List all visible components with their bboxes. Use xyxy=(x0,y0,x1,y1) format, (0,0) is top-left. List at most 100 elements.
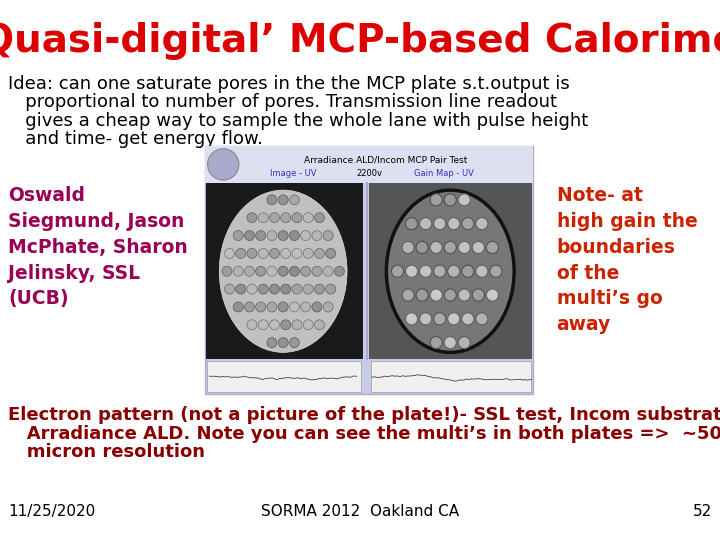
Bar xyxy=(206,183,363,360)
Circle shape xyxy=(245,231,254,240)
Text: 11/25/2020: 11/25/2020 xyxy=(8,504,95,519)
Bar xyxy=(207,361,361,392)
Circle shape xyxy=(458,194,470,206)
Circle shape xyxy=(430,336,442,349)
Circle shape xyxy=(448,218,460,230)
Circle shape xyxy=(289,338,300,348)
Circle shape xyxy=(278,266,288,276)
Circle shape xyxy=(233,266,243,276)
Circle shape xyxy=(312,231,322,240)
Circle shape xyxy=(292,284,302,294)
Circle shape xyxy=(267,302,277,312)
Circle shape xyxy=(402,289,414,301)
Circle shape xyxy=(458,241,470,253)
Circle shape xyxy=(269,320,279,330)
Circle shape xyxy=(315,248,325,258)
Circle shape xyxy=(420,265,432,278)
Circle shape xyxy=(281,284,291,294)
Circle shape xyxy=(476,313,488,325)
Circle shape xyxy=(256,231,266,240)
Circle shape xyxy=(312,302,322,312)
Circle shape xyxy=(433,265,446,278)
Text: Image - UV: Image - UV xyxy=(271,169,317,178)
Circle shape xyxy=(323,231,333,240)
Circle shape xyxy=(462,313,474,325)
Circle shape xyxy=(430,289,442,301)
Circle shape xyxy=(303,320,313,330)
Circle shape xyxy=(476,265,488,278)
Text: gives a cheap way to sample the whole lane with pulse height: gives a cheap way to sample the whole la… xyxy=(8,112,588,130)
Circle shape xyxy=(444,194,456,206)
Circle shape xyxy=(448,265,460,278)
Circle shape xyxy=(267,231,277,240)
Text: Idea: can one saturate pores in the the MCP plate s.t.output is: Idea: can one saturate pores in the the … xyxy=(8,75,570,92)
Bar xyxy=(369,183,533,360)
Circle shape xyxy=(392,265,404,278)
Circle shape xyxy=(247,248,257,258)
Circle shape xyxy=(301,266,310,276)
Circle shape xyxy=(444,241,456,253)
Circle shape xyxy=(458,289,470,301)
Text: Arradiance ALD/Incom MCP Pair Test: Arradiance ALD/Incom MCP Pair Test xyxy=(304,155,467,164)
Circle shape xyxy=(462,218,474,230)
Circle shape xyxy=(267,266,277,276)
Circle shape xyxy=(315,320,325,330)
Text: Arradiance ALD. Note you can see the multi’s in both plates =>  ~50: Arradiance ALD. Note you can see the mul… xyxy=(8,424,720,443)
Circle shape xyxy=(247,320,257,330)
Circle shape xyxy=(245,266,254,276)
Circle shape xyxy=(281,320,291,330)
Text: Oswald
Siegmund, Jason
McPhate, Sharon
Jelinsky, SSL
(UCB): Oswald Siegmund, Jason McPhate, Sharon J… xyxy=(8,186,188,308)
Circle shape xyxy=(420,313,432,325)
Circle shape xyxy=(476,218,488,230)
Circle shape xyxy=(416,241,428,253)
Circle shape xyxy=(405,313,418,325)
Circle shape xyxy=(420,218,432,230)
Circle shape xyxy=(289,302,300,312)
Circle shape xyxy=(416,289,428,301)
Circle shape xyxy=(430,194,442,206)
Ellipse shape xyxy=(387,190,514,353)
Circle shape xyxy=(472,289,485,301)
Circle shape xyxy=(486,241,498,253)
Text: proportional to number of pores. Transmission line readout: proportional to number of pores. Transmi… xyxy=(8,93,557,111)
Circle shape xyxy=(405,265,418,278)
Circle shape xyxy=(247,213,257,222)
Circle shape xyxy=(303,213,313,222)
Circle shape xyxy=(225,248,235,258)
Text: and time- get energy flow.: and time- get energy flow. xyxy=(8,130,263,148)
Circle shape xyxy=(267,338,277,348)
Circle shape xyxy=(269,248,279,258)
Circle shape xyxy=(247,284,257,294)
Circle shape xyxy=(267,195,277,205)
Circle shape xyxy=(233,302,243,312)
Circle shape xyxy=(281,248,291,258)
Circle shape xyxy=(269,284,279,294)
Circle shape xyxy=(258,320,269,330)
Circle shape xyxy=(278,195,288,205)
Circle shape xyxy=(258,213,269,222)
Text: 2200v: 2200v xyxy=(356,169,382,178)
Circle shape xyxy=(433,218,446,230)
Circle shape xyxy=(444,336,456,349)
Text: Note- at
high gain the
boundaries
of the
multi’s go
away: Note- at high gain the boundaries of the… xyxy=(557,186,697,334)
Circle shape xyxy=(292,213,302,222)
Bar xyxy=(205,146,533,183)
Circle shape xyxy=(207,149,239,180)
Circle shape xyxy=(269,213,279,222)
Circle shape xyxy=(245,302,254,312)
Circle shape xyxy=(278,231,288,240)
Text: Electron pattern (not a picture of the plate!)- SSL test, Incom substrate,: Electron pattern (not a picture of the p… xyxy=(8,406,720,424)
Text: A `Quasi-digital’ MCP-based Calorimeter: A `Quasi-digital’ MCP-based Calorimeter xyxy=(0,21,720,59)
Circle shape xyxy=(315,213,325,222)
Circle shape xyxy=(444,289,456,301)
Circle shape xyxy=(258,284,269,294)
Circle shape xyxy=(490,265,502,278)
Circle shape xyxy=(472,241,485,253)
Circle shape xyxy=(405,218,418,230)
Circle shape xyxy=(402,241,414,253)
Circle shape xyxy=(448,313,460,325)
Circle shape xyxy=(281,213,291,222)
Circle shape xyxy=(256,302,266,312)
Circle shape xyxy=(462,265,474,278)
Text: micron resolution: micron resolution xyxy=(8,443,205,461)
